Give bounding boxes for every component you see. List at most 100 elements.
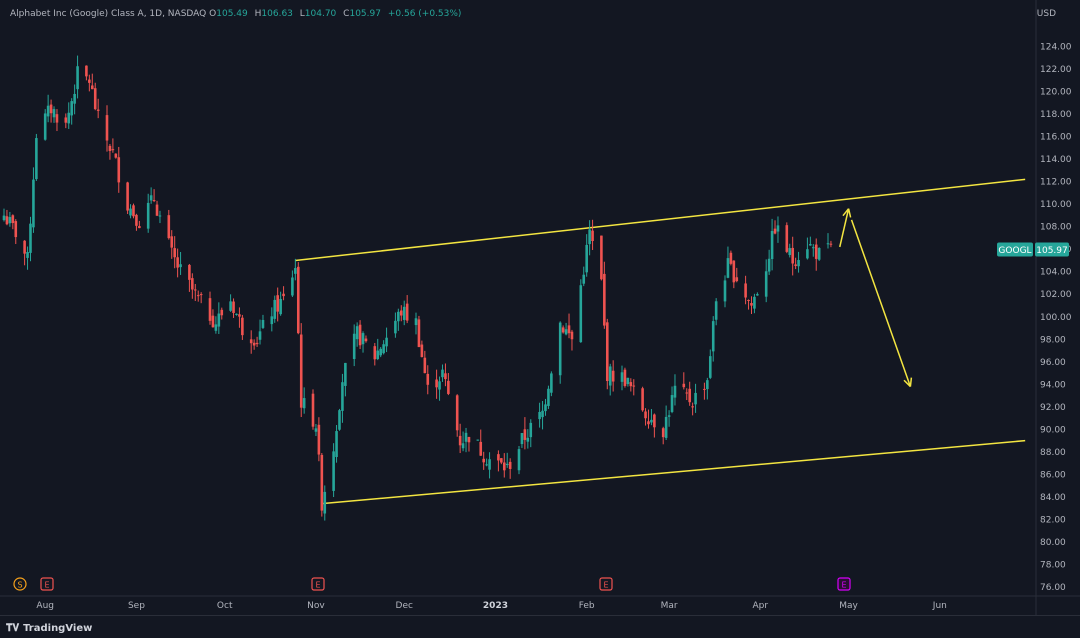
y-tick-label: 78.00 [1040, 560, 1066, 570]
upper-channel-line[interactable] [295, 178, 1026, 262]
candle [723, 275, 727, 308]
candle [753, 293, 756, 314]
candle [650, 409, 653, 426]
lower-channel-line[interactable] [321, 439, 1026, 505]
open-label: O [209, 9, 217, 19]
candle [467, 436, 471, 452]
y-tick-label: 88.00 [1040, 448, 1066, 458]
candle [585, 234, 588, 277]
candle [93, 82, 97, 111]
candle [214, 316, 218, 334]
down-arrow[interactable] [850, 219, 913, 388]
candle [785, 222, 789, 254]
candle [611, 360, 615, 392]
candle [488, 452, 491, 479]
candle [167, 209, 171, 240]
candle [211, 309, 215, 328]
y-tick-label: 82.00 [1040, 515, 1066, 525]
candle [455, 394, 459, 437]
candle [502, 453, 506, 478]
tradingview-logo[interactable]: 𝐓𝐕 TradingView [6, 623, 92, 634]
candle [249, 330, 253, 354]
candle [447, 373, 450, 396]
candle [176, 248, 179, 278]
candle [523, 417, 527, 450]
candle [829, 240, 833, 248]
candle [732, 260, 736, 289]
candle [320, 453, 324, 517]
earnings-icon[interactable]: E [311, 577, 325, 591]
candle [364, 335, 368, 343]
y-tick-label: 76.00 [1040, 583, 1066, 593]
candle [770, 218, 774, 271]
candle [188, 263, 191, 292]
candle [726, 246, 730, 279]
earnings-icon[interactable]: E [599, 577, 613, 591]
candle [791, 236, 794, 276]
candle [461, 431, 465, 452]
x-axis: Aug Sep Oct Nov Dec 2023 Feb Mar Apr May Jun [36, 601, 946, 611]
candle [623, 367, 627, 388]
candle [276, 287, 279, 322]
candle [67, 102, 71, 129]
candle [5, 209, 9, 226]
candle [105, 105, 109, 152]
candle [682, 372, 686, 390]
candle [826, 233, 830, 249]
earnings-icon[interactable]: E [40, 577, 54, 591]
candle [517, 446, 521, 475]
candle [382, 340, 385, 355]
candle [385, 327, 388, 353]
candle [46, 94, 50, 123]
candle [714, 298, 718, 326]
up-arrow[interactable] [839, 208, 852, 248]
candle [129, 204, 132, 219]
candle [291, 270, 294, 298]
y-tick-label: 122.00 [1040, 65, 1072, 75]
currency-label[interactable]: USD [1036, 9, 1056, 19]
y-tick-label: 116.00 [1040, 133, 1072, 143]
price-tag-bg [1035, 242, 1069, 257]
candle [126, 181, 129, 215]
candle [603, 261, 606, 329]
candle [544, 398, 547, 416]
symbol-tag-label: GOOGL [998, 246, 1031, 256]
candle [341, 373, 344, 423]
earnings-icon[interactable]: E [837, 577, 851, 591]
candle [541, 401, 544, 430]
candle [526, 429, 530, 449]
candle [744, 275, 747, 305]
candle [14, 219, 18, 245]
candle [711, 316, 715, 362]
svg-text:S: S [17, 581, 22, 590]
candle [229, 294, 232, 312]
candle [691, 402, 694, 416]
candle [620, 365, 624, 391]
candle [417, 315, 421, 348]
arrows-layer[interactable] [839, 208, 913, 388]
candle [193, 283, 197, 302]
candle [797, 251, 800, 273]
candle [314, 423, 318, 437]
candle [479, 429, 483, 456]
candle [664, 405, 668, 440]
candle [729, 250, 733, 266]
candle [261, 314, 265, 329]
candle [706, 377, 709, 400]
candle [155, 200, 159, 217]
candle [111, 138, 115, 153]
candle [776, 216, 780, 243]
change-value: +0.56 (+0.53%) [387, 9, 462, 19]
candle [2, 208, 6, 222]
price-tag-value: 105.97 [1036, 246, 1068, 256]
trendlines-layer[interactable] [295, 178, 1026, 505]
chart-grid [0, 0, 1080, 616]
dividend-icon[interactable]: S [13, 577, 27, 591]
candle [579, 279, 583, 343]
candle [476, 439, 480, 441]
candle [338, 408, 341, 431]
candle [405, 295, 409, 324]
candle [173, 236, 176, 269]
y-tick-label: 80.00 [1040, 538, 1066, 548]
